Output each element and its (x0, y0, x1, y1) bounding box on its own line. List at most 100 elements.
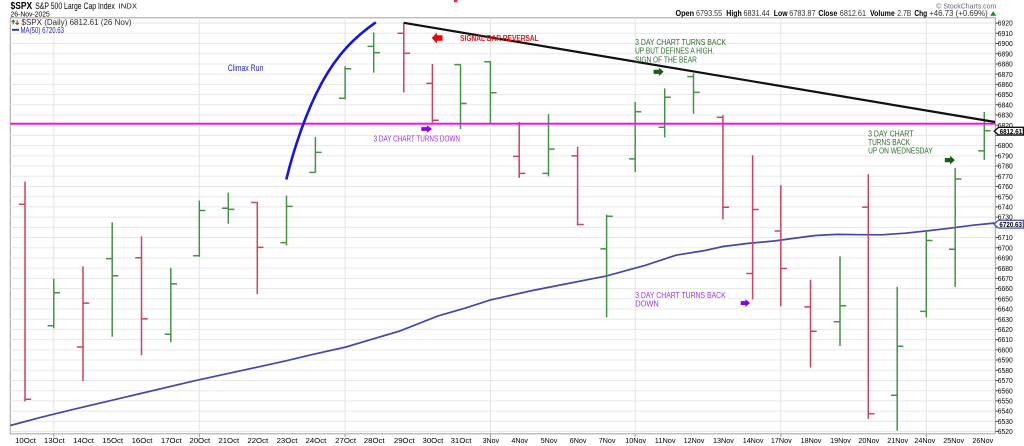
svg-text:23Oct: 23Oct (277, 436, 298, 445)
svg-text:6670: 6670 (998, 274, 1013, 283)
svg-text:High: High (726, 9, 742, 18)
svg-text:6680: 6680 (998, 264, 1013, 273)
svg-text:TURNS BACK: TURNS BACK (868, 138, 910, 147)
svg-text:6710: 6710 (998, 233, 1013, 242)
svg-text:6793.55: 6793.55 (696, 9, 723, 18)
svg-text:27Oct: 27Oct (335, 436, 356, 445)
svg-text:6640: 6640 (998, 305, 1013, 314)
svg-text:7Nov: 7Nov (599, 436, 616, 445)
svg-text:+46.73 (+0.69%): +46.73 (+0.69%) (929, 9, 988, 18)
svg-text:6Nov: 6Nov (570, 436, 587, 445)
svg-text:3 DAY CHART: 3 DAY CHART (868, 129, 913, 138)
svg-text:$SPX: $SPX (11, 1, 33, 12)
svg-text:S&P 500 Large Cap Index: S&P 500 Large Cap Index (35, 1, 115, 11)
svg-text:19Nov: 19Nov (830, 436, 851, 445)
svg-text:Open: Open (676, 9, 695, 18)
svg-text:6900: 6900 (998, 39, 1013, 48)
svg-text:6812.61: 6812.61 (840, 9, 866, 18)
svg-text:6720.63: 6720.63 (999, 220, 1022, 229)
svg-text:6760: 6760 (998, 182, 1013, 191)
svg-text:29Oct: 29Oct (394, 436, 415, 445)
svg-text:3Nov: 3Nov (483, 436, 500, 445)
svg-text:6530: 6530 (998, 417, 1013, 426)
svg-text:4Nov: 4Nov (511, 436, 528, 445)
svg-text:16Oct: 16Oct (132, 436, 153, 445)
svg-text:17Oct: 17Oct (161, 436, 182, 445)
svg-text:© StockCharts.com: © StockCharts.com (936, 2, 996, 11)
svg-text:13Nov: 13Nov (713, 436, 734, 445)
svg-text:6750: 6750 (998, 192, 1013, 201)
svg-text:6920: 6920 (998, 19, 1013, 28)
svg-text:6870: 6870 (998, 70, 1013, 79)
svg-text:6610: 6610 (998, 335, 1013, 344)
svg-text:6630: 6630 (998, 315, 1013, 324)
svg-text:20Oct: 20Oct (189, 436, 210, 445)
svg-text:6830: 6830 (998, 111, 1013, 120)
svg-text:22Oct: 22Oct (247, 436, 268, 445)
svg-text:6820: 6820 (998, 121, 1013, 130)
svg-text:6570: 6570 (998, 376, 1013, 385)
svg-text:6700: 6700 (998, 243, 1013, 252)
svg-text:6620: 6620 (998, 325, 1013, 334)
svg-text:10Nov: 10Nov (625, 436, 646, 445)
svg-text:26Nov: 26Nov (972, 436, 993, 445)
svg-text:Climax Run: Climax Run (228, 63, 264, 73)
svg-text:2.7B: 2.7B (897, 9, 911, 18)
svg-text:SIGNAL BAR REVERSAL: SIGNAL BAR REVERSAL (460, 33, 539, 43)
svg-text:30Oct: 30Oct (423, 436, 444, 445)
svg-text:6580: 6580 (998, 366, 1013, 375)
svg-text:6600: 6600 (998, 345, 1013, 354)
svg-text:6780: 6780 (998, 162, 1013, 171)
svg-text:Low: Low (774, 9, 789, 18)
svg-text:SIGN OF THE BEAR: SIGN OF THE BEAR (635, 55, 697, 64)
svg-text:10Oct: 10Oct (15, 436, 36, 445)
svg-text:DOWN: DOWN (635, 300, 659, 309)
svg-text:3 DAY CHART TURNS DOWN: 3 DAY CHART TURNS DOWN (374, 135, 460, 144)
svg-text:21Oct: 21Oct (218, 436, 239, 445)
svg-text:14Oct: 14Oct (73, 436, 94, 445)
svg-text:6840: 6840 (998, 100, 1013, 109)
svg-text:15Oct: 15Oct (102, 436, 123, 445)
svg-text:26-Nov-2025: 26-Nov-2025 (11, 10, 50, 19)
svg-text:6812.61: 6812.61 (1000, 127, 1023, 136)
svg-text:6860: 6860 (998, 80, 1013, 89)
svg-text:6730: 6730 (998, 213, 1013, 222)
svg-text:6890: 6890 (998, 49, 1013, 58)
svg-text:24Nov: 24Nov (914, 436, 935, 445)
svg-text:28Oct: 28Oct (364, 436, 385, 445)
svg-text:25Nov: 25Nov (943, 436, 964, 445)
svg-text:21Nov: 21Nov (887, 436, 908, 445)
svg-text:6850: 6850 (998, 90, 1013, 99)
svg-text:17Nov: 17Nov (771, 436, 792, 445)
svg-text:6790: 6790 (998, 151, 1013, 160)
svg-text:3 DAY CHART TURNS BACK: 3 DAY CHART TURNS BACK (635, 291, 726, 300)
svg-text:Close: Close (818, 9, 837, 18)
svg-text:$SPX (Daily) 6812.61 (26 Nov): $SPX (Daily) 6812.61 (26 Nov) (22, 18, 132, 27)
svg-text:INDX: INDX (119, 1, 138, 10)
svg-text:18Nov: 18Nov (801, 436, 822, 445)
svg-text:6520: 6520 (998, 427, 1013, 436)
svg-text:6690: 6690 (998, 254, 1013, 263)
svg-text:6910: 6910 (998, 29, 1013, 38)
svg-text:6880: 6880 (998, 60, 1013, 69)
svg-text:6770: 6770 (998, 172, 1013, 181)
svg-text:31Oct: 31Oct (451, 436, 472, 445)
svg-text:3 DAY CHART TURNS BACK: 3 DAY CHART TURNS BACK (635, 38, 726, 47)
svg-text:6660: 6660 (998, 284, 1013, 293)
svg-text:20Nov: 20Nov (858, 436, 879, 445)
svg-text:MA(50) 6720.63: MA(50) 6720.63 (21, 26, 65, 35)
svg-text:11Nov: 11Nov (655, 436, 676, 445)
svg-text:6831.44: 6831.44 (744, 9, 771, 18)
svg-text:Volume: Volume (870, 9, 895, 18)
svg-text:24Oct: 24Oct (306, 436, 327, 445)
svg-text:6800: 6800 (998, 141, 1013, 150)
svg-text:12Nov: 12Nov (684, 436, 705, 445)
svg-text:14Nov: 14Nov (743, 436, 764, 445)
svg-text:13Oct: 13Oct (44, 436, 65, 445)
svg-text:6550: 6550 (998, 397, 1013, 406)
svg-text:6540: 6540 (998, 407, 1013, 416)
svg-text:6590: 6590 (998, 356, 1013, 365)
svg-text:6783.87: 6783.87 (789, 9, 815, 18)
svg-text:UP ON WEDNESDAY: UP ON WEDNESDAY (868, 147, 933, 156)
svg-text:6740: 6740 (998, 203, 1013, 212)
